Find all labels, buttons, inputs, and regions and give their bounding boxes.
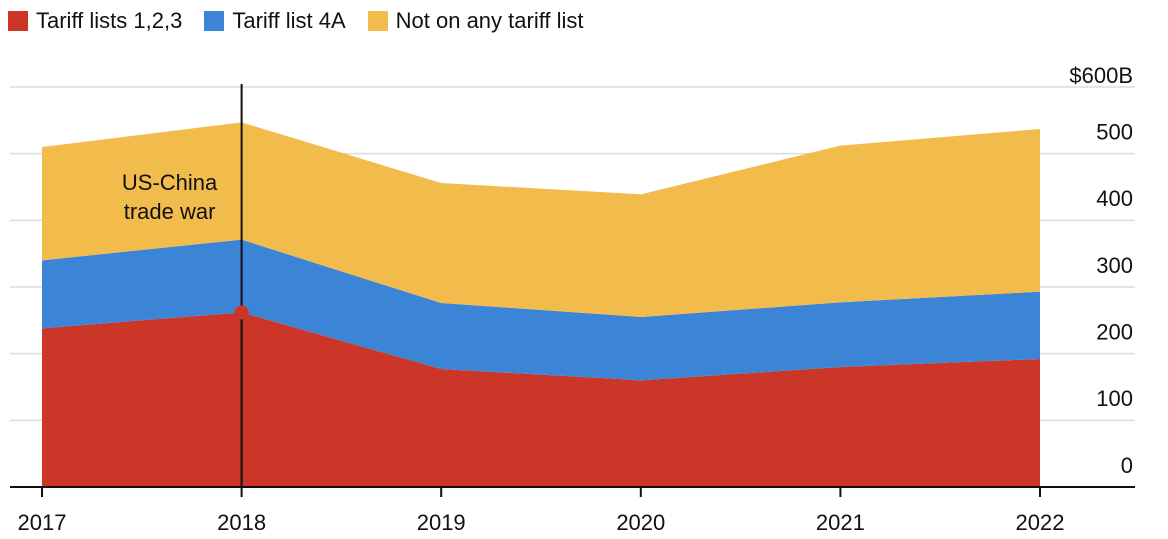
y-tick-label: 400 (1096, 186, 1133, 211)
y-tick-label: $600B (1069, 63, 1133, 88)
legend-label-tariff-lists-123: Tariff lists 1,2,3 (36, 8, 183, 33)
stacked-areas (42, 122, 1040, 487)
x-axis: 2017 2018 2019 2020 2021 2022 (10, 486, 1135, 535)
legend-label-not-on-any-list: Not on any tariff list (395, 8, 584, 33)
y-tick-label: 100 (1096, 386, 1133, 411)
x-tick-label: 2019 (417, 510, 466, 535)
annotation-layer: US-China trade war (122, 84, 249, 487)
legend-label-tariff-list-4a: Tariff list 4A (232, 8, 346, 33)
x-tick-label: 2020 (616, 510, 665, 535)
area-series-0 (42, 312, 1040, 487)
annotation-text-line1: US-China (122, 170, 218, 195)
x-tick-label: 2018 (217, 510, 266, 535)
y-tick-label: 200 (1096, 319, 1133, 344)
legend-swatch-red (8, 11, 28, 31)
legend-item-tariff-lists-123: Tariff lists 1,2,3 (8, 6, 182, 36)
y-tick-label: 300 (1096, 253, 1133, 278)
legend-item-not-on-any-list: Not on any tariff list (367, 6, 584, 36)
annotation-text-line2: trade war (124, 199, 216, 224)
x-tick-label: 2021 (816, 510, 865, 535)
area-series-2 (42, 122, 1040, 317)
x-tick-label: 2022 (1016, 510, 1065, 535)
y-axis-labels: 0 100 200 300 400 500 $600B (1069, 63, 1133, 478)
legend: Tariff lists 1,2,3 Tariff list 4A Not on… (8, 6, 584, 36)
legend-swatch-blue (204, 11, 225, 31)
legend-item-tariff-list-4a: Tariff list 4A (204, 6, 346, 36)
y-tick-label: 0 (1121, 453, 1133, 478)
y-tick-label: 500 (1096, 119, 1133, 144)
x-tick-label: 2017 (18, 510, 67, 535)
legend-swatch-yellow (367, 11, 388, 31)
annotation-marker (234, 305, 249, 320)
